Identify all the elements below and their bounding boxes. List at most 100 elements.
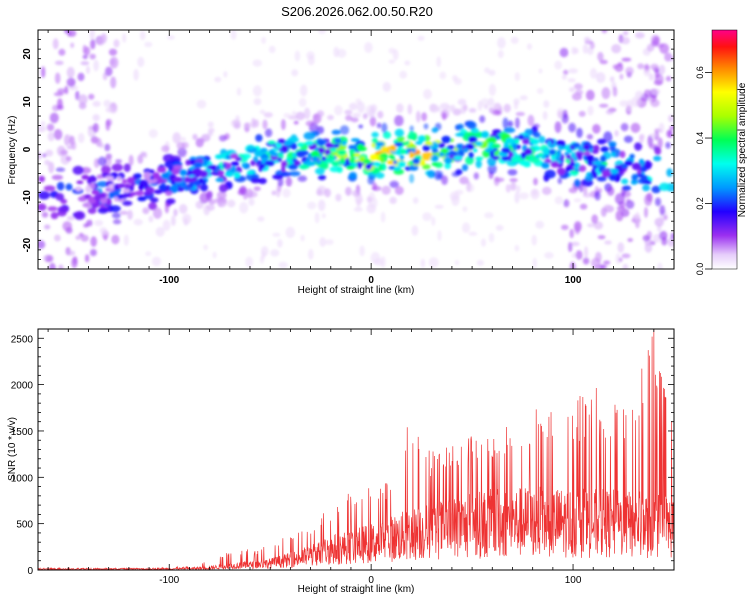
heatmap-peak	[317, 147, 325, 154]
heatmap-cell	[643, 89, 652, 97]
heatmap-cell	[467, 121, 477, 130]
heatmap-cell	[318, 199, 326, 211]
heatmap-cell	[38, 125, 47, 133]
heatmap-cell	[460, 105, 467, 115]
heatmap-cell	[149, 197, 159, 203]
heatmap-cell	[48, 262, 56, 269]
heatmap-peak	[372, 161, 381, 167]
heatmap-cell	[259, 255, 265, 264]
heatmap-cell	[368, 107, 376, 118]
heatmap-peak	[215, 177, 225, 182]
heatmap-peak	[349, 157, 356, 164]
heatmap-cell	[620, 123, 629, 132]
heatmap-peak	[511, 156, 520, 163]
heatmap-peak	[171, 167, 181, 175]
heatmap-cell	[527, 114, 535, 127]
heatmap-cell	[417, 35, 425, 41]
heatmap-cell	[635, 32, 645, 39]
heatmap-cell	[52, 104, 59, 112]
colorbar-tick-label: 0.2	[695, 197, 705, 210]
heatmap-cell	[89, 53, 96, 60]
heatmap-cell	[62, 221, 72, 232]
heatmap-cell	[128, 154, 134, 166]
heatmap-cell	[148, 215, 154, 223]
heatmap-cell	[571, 46, 577, 55]
colorbar: 0.0 0.2 0.4 0.6 Normalized spectral amplitu…	[695, 29, 748, 275]
heatmap-peak	[522, 138, 530, 145]
heatmap-cell	[38, 175, 45, 183]
heatmap-cell	[622, 263, 629, 269]
heatmap-cell	[42, 153, 47, 158]
heatmap-cell	[80, 234, 89, 242]
heatmap-peak	[224, 171, 234, 177]
heatmap-cell	[248, 191, 258, 198]
heatmap-cell	[574, 223, 581, 235]
heatmap-peak	[374, 145, 382, 151]
heatmap-cell	[253, 119, 259, 128]
heatmap-cell	[597, 51, 604, 62]
heatmap-cell	[654, 197, 662, 207]
heatmap-cell	[436, 56, 442, 68]
heatmap-peak	[193, 161, 203, 169]
heatmap-cell	[272, 232, 281, 237]
heatmap-peak	[631, 162, 642, 171]
heatmap-cell	[259, 109, 266, 115]
heatmap-peak	[526, 155, 530, 161]
heatmap-cell	[375, 172, 385, 179]
heatmap-cell	[515, 185, 521, 194]
heatmap-cell	[503, 127, 516, 133]
heatmap-cell	[250, 177, 261, 184]
heatmap-cell	[488, 107, 494, 114]
heatmap-peak	[230, 161, 240, 167]
heatmap-cell	[111, 163, 124, 172]
heatmap-peak	[523, 162, 531, 168]
heatmap-peak	[566, 154, 572, 160]
heatmap-cell	[203, 244, 209, 251]
spectrogram-heatmap	[38, 30, 674, 269]
heatmap-cell	[437, 230, 442, 242]
heatmap-peak	[123, 191, 131, 198]
heatmap-cell	[171, 215, 176, 226]
heatmap-cell	[582, 192, 592, 198]
heatmap-cell	[667, 237, 674, 247]
heatmap-cell	[376, 122, 382, 129]
heatmap-cell	[621, 36, 630, 45]
heatmap-cell	[650, 63, 659, 70]
heatmap-cell	[72, 165, 84, 175]
heatmap-peak	[571, 142, 581, 148]
heatmap-cell	[336, 48, 347, 58]
heatmap-cell	[38, 151, 42, 160]
heatmap-cell	[388, 59, 396, 64]
heatmap-cell	[530, 188, 540, 200]
heatmap-cell	[459, 176, 469, 185]
heatmap-cell	[416, 110, 421, 123]
heatmap-cell	[606, 186, 615, 196]
heatmap-cell	[139, 30, 146, 41]
heatmap-cell	[626, 99, 633, 112]
heatmap-cell	[285, 176, 293, 187]
heatmap-cell	[659, 230, 668, 241]
heatmap-peak	[640, 166, 646, 171]
heatmap-cell	[238, 187, 247, 193]
heatmap-peak	[324, 149, 331, 156]
heatmap-cell	[451, 194, 460, 206]
heatmap-cell	[92, 122, 99, 133]
heatmap-cell	[648, 73, 655, 81]
heatmap-peak	[87, 196, 97, 204]
heatmap-cell	[364, 42, 373, 53]
heatmap-cell	[93, 59, 99, 72]
heatmap-cell	[264, 128, 273, 138]
heatmap-peak	[390, 144, 397, 152]
heatmap-cell	[651, 185, 661, 194]
heatmap-cell	[431, 127, 439, 133]
heatmap-cell	[584, 36, 591, 43]
heatmap-cell	[404, 60, 411, 66]
heatmap-peak	[357, 146, 367, 152]
heatmap-cell	[357, 101, 365, 114]
heatmap-cell	[502, 117, 509, 129]
heatmap-cell	[252, 85, 262, 97]
heatmap-cell	[195, 200, 204, 209]
heatmap-cell	[46, 255, 54, 263]
heatmap-peak	[327, 158, 334, 164]
heatmap-peak	[455, 132, 465, 137]
